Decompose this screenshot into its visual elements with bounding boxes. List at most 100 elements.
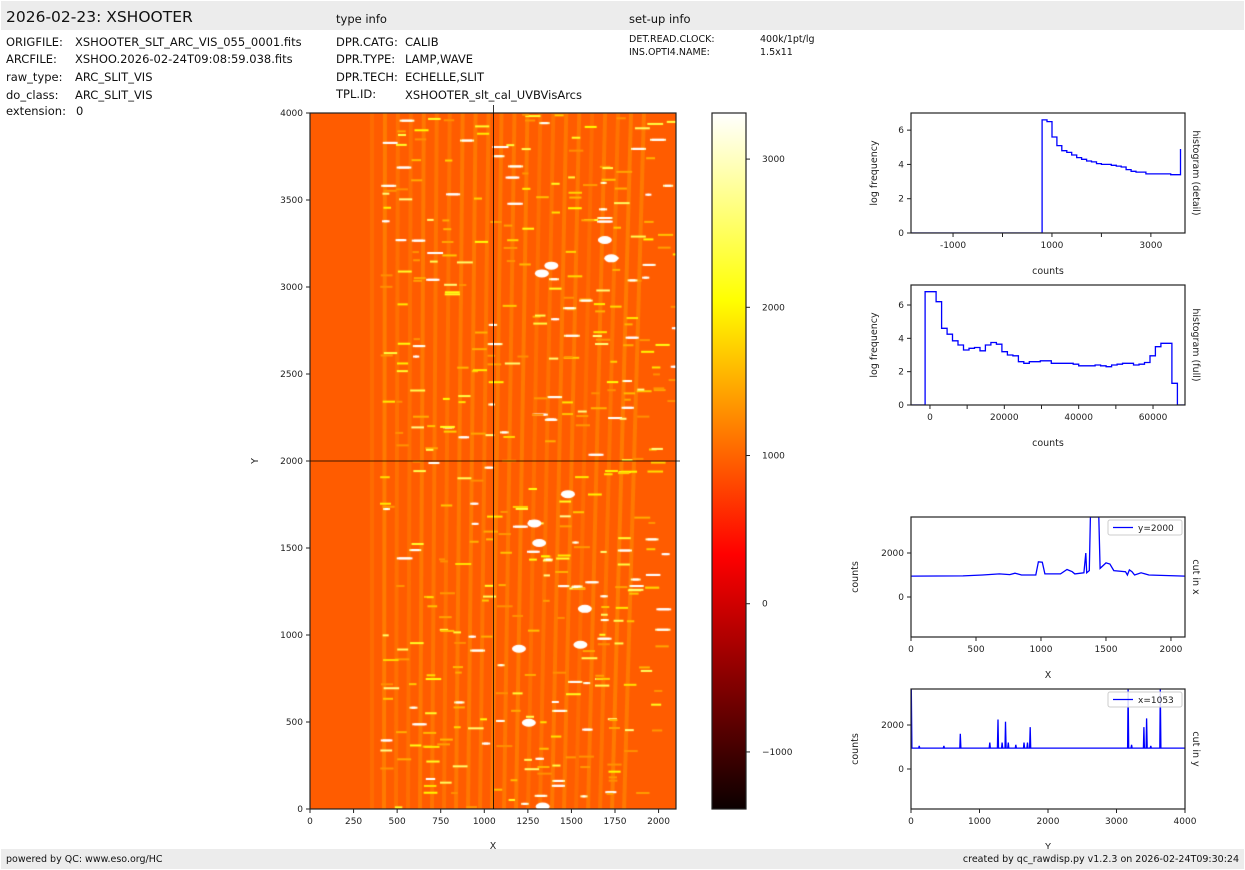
file-info-key: ARCFILE: — [6, 52, 57, 66]
data-series-line — [911, 119, 1182, 233]
y-tick-label: 2000 — [280, 457, 303, 467]
colorbar-tick-label: 0 — [762, 600, 768, 610]
y-axis-label: Y — [250, 458, 261, 465]
file-info-key: extension: — [6, 104, 66, 118]
y-tick-label: 6 — [898, 301, 904, 311]
y-tick-label: 2 — [898, 195, 904, 205]
x-tick-label: 20000 — [990, 413, 1019, 423]
x-tick-label: 500 — [389, 817, 406, 827]
x-tick-label: 1500 — [1095, 645, 1118, 655]
setup-info-value: 400k/1pt/lg — [760, 34, 815, 45]
legend-label: x=1053 — [1138, 696, 1174, 706]
type-info-key: DPR.CATG: — [336, 35, 398, 49]
y-axis-label: log frequency — [869, 312, 880, 378]
x-tick-label: 1000 — [1041, 241, 1064, 251]
colorbar-tick-label: 1000 — [762, 452, 785, 462]
file-info-key: do_class: — [6, 88, 59, 102]
data-series-line — [911, 291, 1185, 405]
file-info-value: 0 — [76, 104, 84, 118]
type-info-key: DPR.TYPE: — [336, 52, 396, 66]
x-tick-label: 40000 — [1064, 413, 1093, 423]
x-tick-label: 2000 — [1037, 817, 1060, 827]
page-title: 2026-02-23: XSHOOTER — [6, 8, 193, 26]
x-tick-label: 2000 — [647, 817, 670, 827]
footer-created: created by qc_rawdisp.py v1.2.3 on 2026-… — [962, 854, 1239, 865]
colorbar-tick-label: −1000 — [762, 748, 793, 758]
x-tick-label: 0 — [908, 645, 914, 655]
side-label: cut in y — [1190, 731, 1201, 767]
type-info-key: DPR.TECH: — [336, 70, 398, 84]
file-info-value: ARC_SLIT_VIS — [75, 70, 153, 84]
y-tick-label: 2000 — [881, 721, 904, 731]
y-tick-label: 0 — [898, 401, 904, 411]
x-tick-label: 1000 — [1030, 645, 1053, 655]
colorbar — [711, 112, 747, 810]
y-tick-label: 0 — [898, 593, 904, 603]
setup-info-key: DET.READ.CLOCK: — [629, 34, 715, 45]
file-info-key: raw_type: — [6, 70, 63, 84]
x-tick-label: 0 — [307, 817, 313, 827]
x-axis-label: counts — [1032, 438, 1064, 449]
x-tick-label: 1750 — [604, 817, 627, 827]
x-tick-label: 3000 — [1139, 241, 1162, 251]
data-series-line — [911, 517, 1185, 577]
x-tick-label: 1000 — [473, 817, 496, 827]
type-info-key: TPL.ID: — [336, 87, 377, 101]
type-info-value: LAMP,WAVE — [405, 52, 474, 66]
file-info-key: ORIGFILE: — [6, 35, 63, 49]
x-axis-label: X — [1045, 670, 1052, 681]
x-tick-label: 0 — [927, 413, 933, 423]
y-tick-label: 2 — [898, 368, 904, 378]
y-axis-label: counts — [850, 733, 861, 765]
data-series-line — [911, 689, 1185, 749]
y-tick-label: 0 — [898, 229, 904, 239]
legend-label: y=2000 — [1138, 524, 1174, 534]
file-info-value: XSHOO.2026-02-24T09:08:59.038.fits — [75, 52, 293, 66]
y-tick-label: 0 — [898, 765, 904, 775]
footer-credit: powered by QC: www.eso.org/HC — [6, 854, 163, 865]
y-tick-label: 2000 — [881, 549, 904, 559]
axes-frame — [910, 516, 1186, 638]
x-tick-label: 0 — [908, 817, 914, 827]
side-label: histogram (detail) — [1190, 130, 1201, 215]
setup-info-key: INS.OPTI4.NAME: — [629, 47, 710, 58]
side-label: histogram (full) — [1190, 308, 1201, 381]
y-tick-label: 4 — [898, 160, 904, 170]
x-axis-label: counts — [1032, 266, 1064, 277]
colorbar-tick-label: 3000 — [762, 155, 785, 165]
y-tick-label: 3000 — [280, 283, 303, 293]
y-tick-label: 2500 — [280, 370, 303, 380]
x-tick-label: 250 — [345, 817, 362, 827]
legend-box — [1107, 519, 1183, 536]
type-info-title: type info — [336, 12, 387, 26]
x-tick-label: 4000 — [1174, 817, 1197, 827]
legend-box — [1107, 691, 1183, 708]
y-tick-label: 6 — [898, 126, 904, 136]
y-tick-label: 4 — [898, 334, 904, 344]
footer-bar — [1, 849, 1244, 869]
x-tick-label: -1000 — [940, 241, 966, 251]
x-axis-label: Y — [1044, 842, 1051, 853]
x-tick-label: 1250 — [516, 817, 539, 827]
y-axis-label: log frequency — [869, 140, 880, 206]
y-tick-label: 500 — [286, 718, 303, 728]
y-tick-label: 3500 — [280, 196, 303, 206]
type-info-value: ECHELLE,SLIT — [405, 70, 485, 84]
x-tick-label: 2000 — [1160, 645, 1183, 655]
file-info-value: ARC_SLIT_VIS — [75, 88, 153, 102]
x-axis-label: X — [490, 841, 497, 852]
axes-frame — [910, 284, 1186, 406]
x-tick-label: 1000 — [968, 817, 991, 827]
setup-info-value: 1.5x11 — [760, 47, 793, 58]
colorbar-tick-label: 2000 — [762, 303, 785, 313]
x-tick-label: 3000 — [1105, 817, 1128, 827]
type-info-value: XSHOOTER_slt_cal_UVBVisArcs — [405, 88, 582, 102]
axes-frame — [910, 112, 1186, 234]
x-tick-label: 1500 — [560, 817, 583, 827]
header-bar — [1, 1, 1244, 30]
y-tick-label: 4000 — [280, 109, 303, 119]
y-axis-label: counts — [850, 561, 861, 593]
x-tick-label: 60000 — [1139, 413, 1168, 423]
setup-info-title: set-up info — [629, 12, 691, 26]
